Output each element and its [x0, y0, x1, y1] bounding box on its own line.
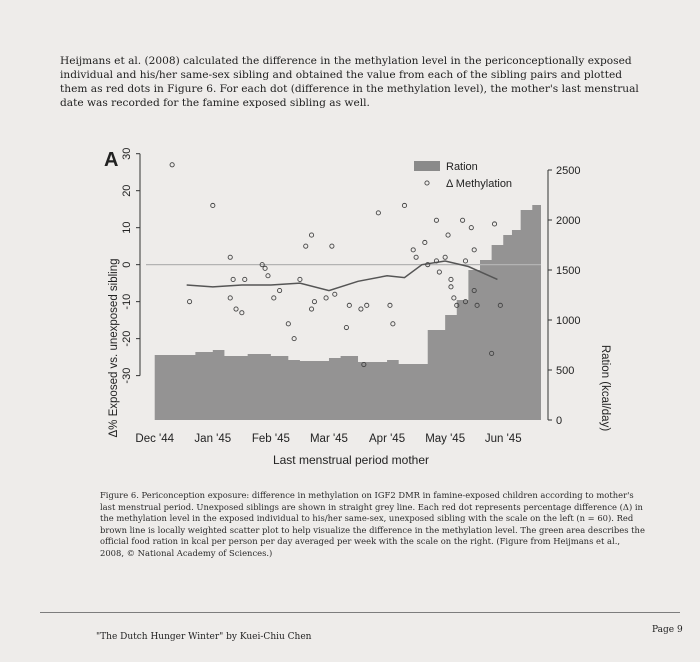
methylation-point [462, 258, 469, 264]
right-y-axis: 2500 2000 1500 1000 500 0 [547, 165, 580, 427]
panel-label: A [104, 149, 118, 171]
ration-area [154, 205, 541, 420]
figure-caption: Figure 6. Periconception exposure: diffe… [100, 490, 645, 558]
methylation-point [448, 276, 454, 283]
x-axis-tick-label: Jun '45 [485, 433, 522, 445]
left-axis-tick-label: 0 [121, 262, 133, 268]
methylation-point [343, 324, 349, 331]
methylation-point [227, 254, 233, 260]
methylation-point [309, 232, 315, 238]
methylation-point [227, 295, 233, 301]
methylation-point [259, 262, 265, 268]
methylation-point [433, 258, 439, 264]
x-axis-tick-label: Feb '45 [252, 433, 290, 445]
right-axis-tick-label: 0 [556, 415, 562, 427]
methylation-point [497, 302, 503, 308]
methylation-point [489, 350, 495, 356]
methylation-point [242, 276, 248, 283]
methylation-point [303, 243, 309, 249]
left-axis-tick-label: -30 [121, 368, 133, 384]
loess-line [186, 260, 498, 292]
right-axis-tick-label: 1500 [556, 265, 580, 277]
methylation-point [445, 232, 451, 238]
left-axis-tick-label: 10 [121, 222, 133, 234]
methylation-point [230, 276, 236, 283]
methylation-point [233, 306, 239, 312]
methylation-point [471, 287, 477, 294]
methylation-point [442, 254, 448, 260]
x-axis-tick-label: May '45 [425, 433, 465, 445]
methylation-point [323, 295, 329, 301]
methylation-point [262, 265, 268, 271]
methylation-point [425, 262, 431, 268]
right-axis-tick-label: 500 [556, 365, 574, 377]
legend-methylation-marker [424, 180, 430, 186]
methylation-point [410, 247, 416, 253]
methylation-point [471, 247, 477, 253]
methylation-point [358, 306, 364, 312]
methylation-point [210, 202, 216, 209]
methylation-point [361, 361, 367, 368]
methylation-point [346, 302, 352, 308]
right-axis-tick-label: 2500 [556, 165, 580, 177]
x-axis-tick-label: Mar '45 [310, 433, 348, 445]
methylation-point [454, 302, 460, 308]
methylation-point [309, 306, 315, 312]
left-axis-tick-label: 20 [121, 185, 133, 197]
left-axis-tick-label: 30 [121, 148, 133, 160]
methylation-point [375, 210, 381, 216]
methylation-point [285, 321, 291, 327]
footer-rule [40, 612, 680, 613]
methylation-point [448, 284, 454, 290]
methylation-point [364, 302, 370, 308]
right-axis-tick-label: 1000 [556, 315, 580, 327]
right-axis-title: Ration (kcal/day) [599, 345, 611, 431]
methylation-point [329, 243, 335, 249]
left-y-axis: 30 20 10 0 -10 -20 -30 [121, 148, 141, 384]
methylation-point [422, 239, 428, 246]
x-axis-title: Last menstrual period mother [273, 453, 429, 467]
methylation-point [169, 162, 175, 168]
methylation-point [451, 295, 457, 301]
methylation-point [401, 202, 408, 209]
methylation-point [491, 221, 498, 227]
y-axis-title: Δ% Exposed vs. unexposed sibling [108, 258, 120, 437]
methylation-point [462, 299, 469, 305]
legend-ration-label: Ration [446, 161, 478, 173]
ration-area-layer [154, 205, 541, 420]
methylation-point [297, 276, 303, 283]
methylation-point [474, 302, 480, 308]
left-axis-tick-label: -20 [121, 331, 133, 347]
methylation-point [460, 217, 466, 223]
intro-paragraph: Heijmans et al. (2008) calculated the di… [60, 55, 639, 109]
methylation-point [187, 299, 193, 305]
x-axis-tick-label: Jan '45 [194, 433, 231, 445]
methylation-point [311, 299, 318, 305]
methylation-point [239, 310, 245, 316]
x-axis: Dec '44 Jan '45 Feb '45 Mar '45 Apr '45 May '… [135, 433, 521, 445]
methylation-point [468, 225, 474, 231]
right-axis-tick-label: 2000 [556, 215, 580, 227]
methylation-point [332, 291, 338, 297]
left-axis-tick-label: -10 [121, 294, 133, 310]
footer-title: "The Dutch Hunger Winter" by Kuei-Chiu C… [96, 632, 312, 642]
methylation-point [265, 273, 271, 279]
methylation-point [413, 254, 419, 260]
methylation-point [436, 269, 442, 275]
x-axis-tick-label: Dec '44 [135, 433, 174, 445]
methylation-point [433, 217, 439, 223]
figure-6-chart: A Δ% Exposed vs. unexposed sibling Ratio… [104, 148, 611, 467]
methylation-point [390, 321, 396, 327]
methylation-points [169, 162, 503, 368]
x-axis-tick-label: Apr '45 [369, 433, 405, 445]
methylation-point [277, 287, 283, 294]
legend-methylation-label: Δ Methylation [446, 178, 512, 190]
page-number: Page 9 [652, 625, 683, 635]
methylation-point [291, 336, 297, 342]
legend-ration-swatch [414, 161, 440, 171]
methylation-point [271, 295, 277, 301]
legend: Ration Δ Methylation [414, 161, 512, 190]
methylation-point [387, 302, 393, 308]
